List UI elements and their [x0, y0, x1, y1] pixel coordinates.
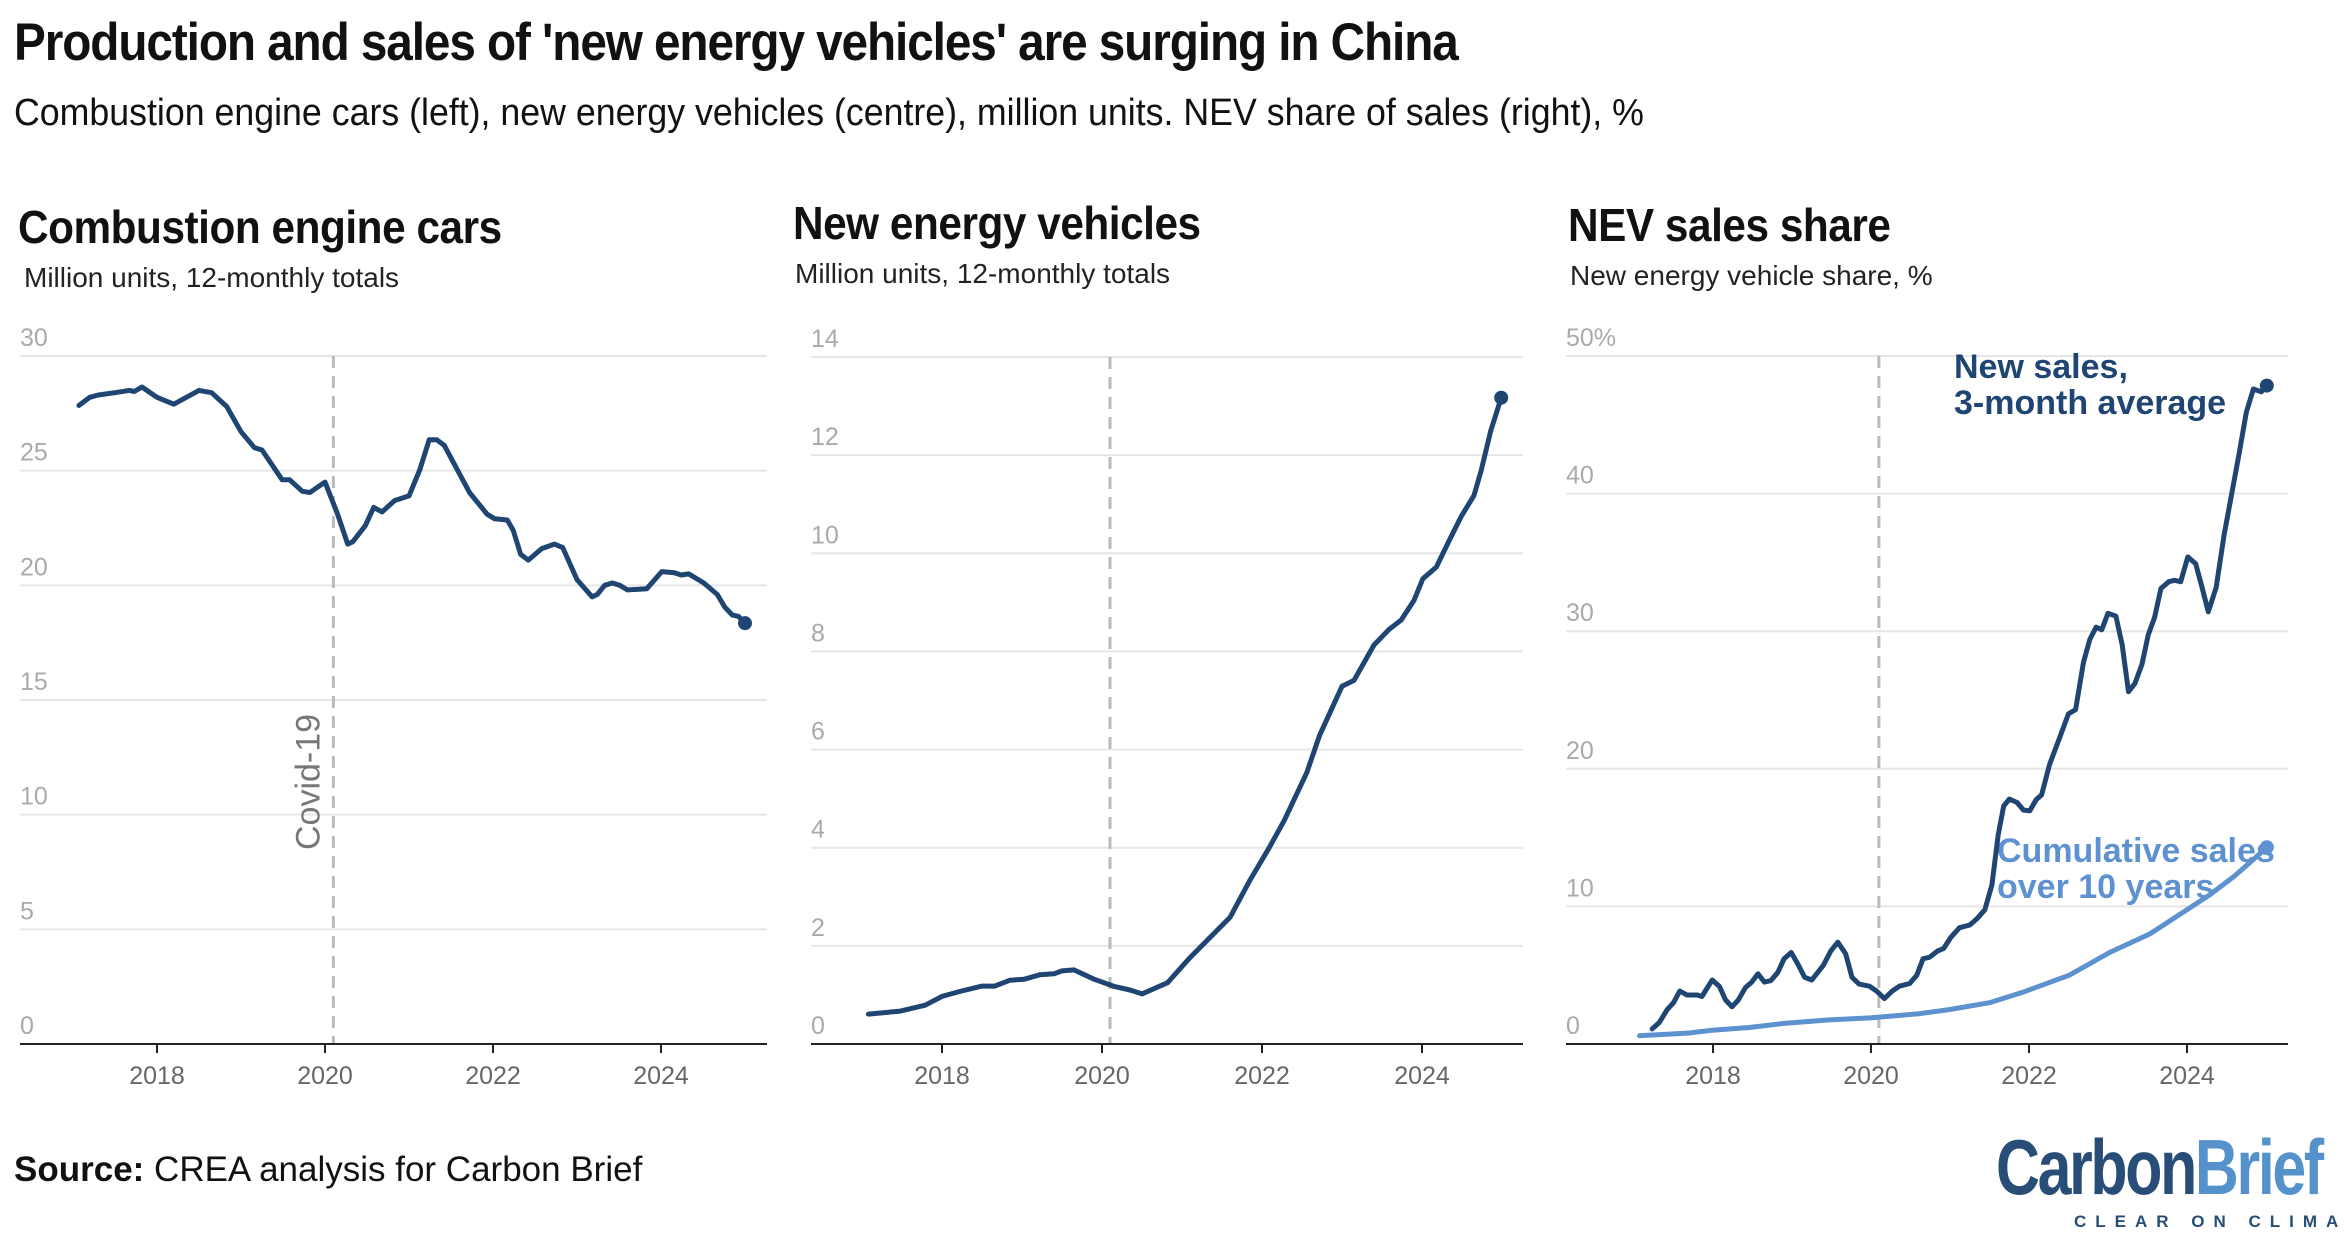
y-tick-label: 20: [1566, 737, 1594, 765]
series-label: Cumulative sales: [1997, 832, 2275, 870]
y-tick-label: 4: [811, 816, 825, 844]
chart-panel-1: 0 2 4 6 8 10 12 14 2018 2020 2022 2024: [811, 325, 1523, 1090]
y-tick-label: 2: [811, 914, 825, 942]
x-tick-label: 2022: [1234, 1062, 1290, 1090]
x-tick-label: 2022: [465, 1062, 521, 1090]
chart-panel-2: 0 10 20 30 40 50% 2018 2020 2022 2024 Cumulative s…: [1566, 324, 2288, 1090]
panel-subtitle-nev: Million units, 12-monthly totals: [795, 258, 1171, 289]
source-text: CREA analysis for Carbon Brief: [144, 1150, 643, 1189]
chart-subtitle: Combustion engine cars (left), new energ…: [14, 92, 1644, 134]
source-label: Source:: [14, 1150, 145, 1189]
y-tick-label: 10: [1566, 874, 1594, 902]
y-tick-label: 8: [811, 619, 825, 647]
y-tick-label: 12: [811, 423, 839, 451]
y-tick-label: 20: [20, 553, 48, 581]
y-tick-label: 25: [20, 439, 48, 467]
covid-label: Covid-19: [289, 714, 327, 850]
x-tick-label: 2024: [633, 1062, 689, 1090]
panel-title-nev-share: NEV sales share: [1568, 199, 1891, 251]
series-line-1: [1637, 844, 2270, 1039]
y-tick-label: 6: [811, 718, 825, 746]
series-label: 3-month average: [1954, 384, 2226, 422]
carbon-brief-logo: CarbonBrief CLEAR ON CLIMATE: [1996, 1128, 2346, 1231]
series-line-0: [865, 395, 1504, 1017]
panel-title-combustion: Combustion engine cars: [18, 201, 502, 253]
y-tick-label: 30: [1566, 599, 1594, 627]
x-tick-label: 2020: [1843, 1062, 1899, 1090]
series-label: over 10 years: [1997, 868, 2214, 906]
panel-subtitle-combustion: Million units, 12-monthly totals: [24, 262, 400, 293]
x-tick-label: 2020: [297, 1062, 353, 1090]
x-tick-label: 2022: [2001, 1062, 2057, 1090]
chart-panel-0: 0 5 10 15 20 25 30 Covid-19 2018 2020 2022 2024: [20, 324, 767, 1090]
series-end-point-0: [1494, 390, 1509, 405]
panel-subtitle-nev-share: New energy vehicle share, %: [1570, 260, 1933, 291]
x-tick-label: 2024: [1394, 1062, 1450, 1090]
logo-text-dark: Carbon: [1996, 1123, 2197, 1211]
y-tick-label: 0: [20, 1012, 34, 1040]
y-tick-label: 30: [20, 324, 48, 352]
x-tick-label: 2024: [2159, 1062, 2215, 1090]
series-label: New sales,: [1954, 348, 2128, 386]
series-line-0: [1649, 383, 2270, 1032]
series-line-0: [76, 384, 748, 626]
x-tick-label: 2018: [129, 1062, 185, 1090]
y-tick-label: 50%: [1566, 324, 1616, 352]
y-tick-label: 10: [20, 783, 48, 811]
series-end-point-0: [738, 616, 752, 631]
series-end-point-1: [2259, 840, 2274, 855]
panel-title-nev: New energy vehicles: [793, 197, 1201, 249]
y-tick-label: 14: [811, 325, 839, 353]
series-end-point-0: [2259, 378, 2274, 393]
logo-text-light: Brief: [2194, 1123, 2324, 1211]
y-tick-label: 40: [1566, 462, 1594, 490]
y-tick-label: 15: [20, 668, 48, 696]
y-tick-label: 10: [811, 521, 839, 549]
chart-title: Production and sales of 'new energy vehi…: [14, 13, 1459, 72]
y-tick-label: 0: [1566, 1012, 1580, 1040]
source-note: Source: CREA analysis for Carbon Brief: [14, 1150, 642, 1190]
x-tick-label: 2018: [1685, 1062, 1741, 1090]
y-tick-label: 0: [811, 1012, 825, 1040]
x-tick-label: 2020: [1074, 1062, 1130, 1090]
logo-tagline: CLEAR ON CLIMATE: [2074, 1212, 2346, 1231]
x-tick-label: 2018: [914, 1062, 970, 1090]
y-tick-label: 5: [20, 897, 34, 925]
